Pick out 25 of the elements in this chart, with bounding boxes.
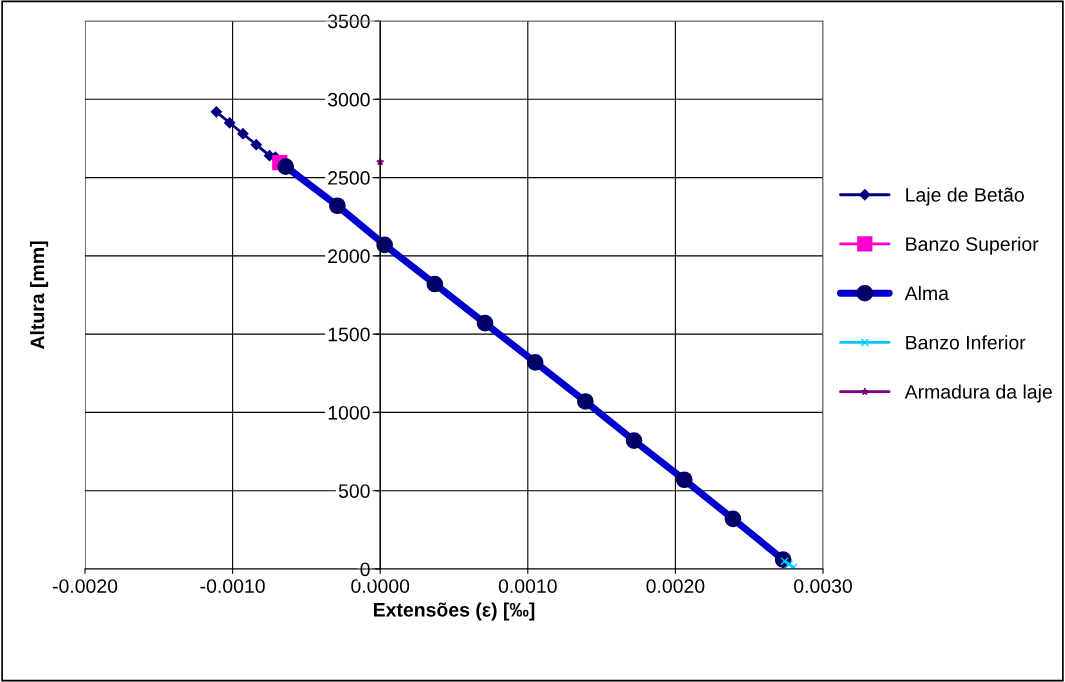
y-tick-label: 2500 [328,171,370,185]
x-tick-label: 0.0030 [794,579,852,593]
legend-label: Banzo Inferior [906,335,1026,350]
x-axis-title: Extensões (ε) [‰] [373,602,535,621]
point [210,106,222,118]
x-tick-label: 0.0020 [646,579,705,593]
y-tick-label: 500 [338,484,370,498]
y-tick-label: 2000 [328,249,370,264]
y-tick-label: 0 [360,562,370,577]
x-tick-label: 0.0010 [498,579,557,593]
y-tick-label: 1000 [328,405,370,420]
y-axis-title: Altura [mm] [29,241,49,350]
x-tick-label: -0.0020 [52,579,118,593]
x-tick-label: 0.0000 [351,579,410,593]
y-tick-label: 1500 [328,327,370,342]
legend-label: Armadura da laje [904,384,1052,403]
legend-label: Alma [904,285,949,301]
y-tick-label: 3000 [327,92,370,107]
x-tick-label: -0.0010 [200,579,265,593]
legend-label: Banzo Superior [906,236,1039,255]
y-tick-label: 3500 [327,14,370,29]
legend-label: Laje de Betão [906,187,1024,206]
point [224,117,236,129]
point [237,128,249,140]
point [250,139,262,151]
